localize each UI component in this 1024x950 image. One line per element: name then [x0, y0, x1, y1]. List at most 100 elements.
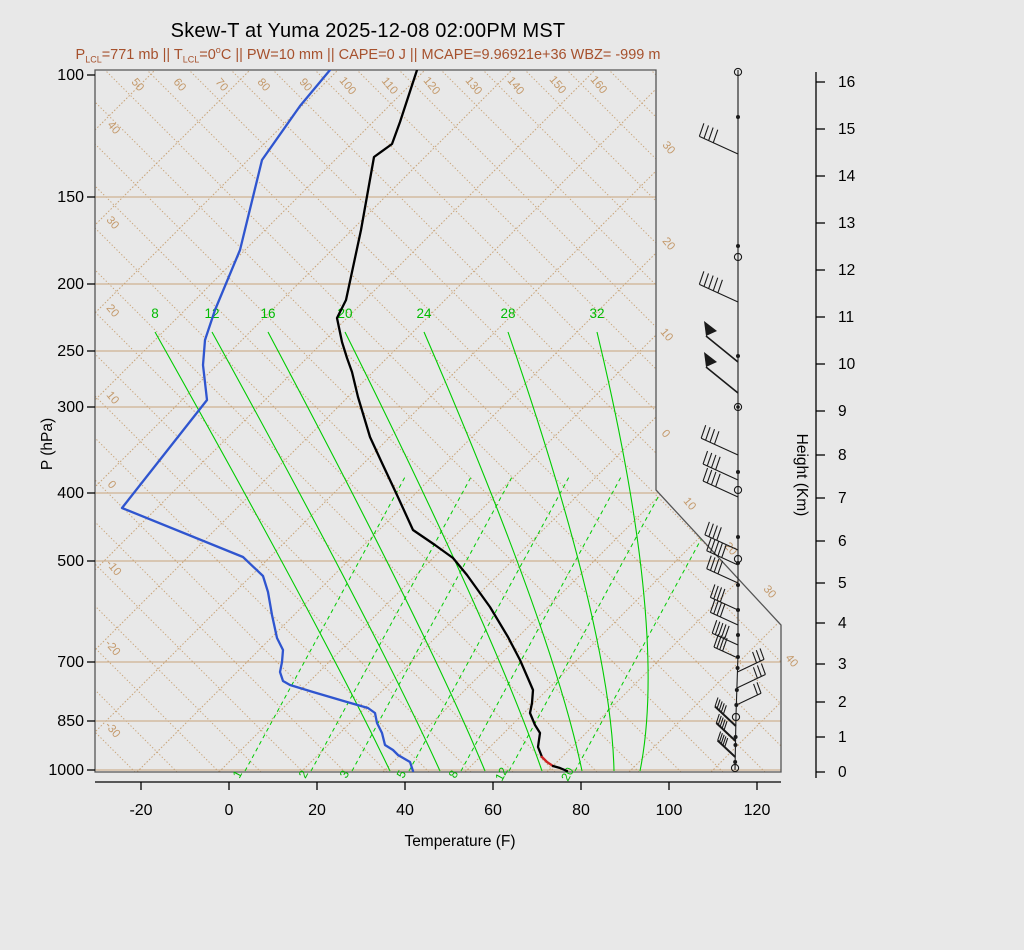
mixing-ratio-line [508, 476, 670, 772]
wind-barb [704, 521, 739, 551]
wind-barb-shaft [736, 692, 762, 706]
pressure-tick-label: 150 [57, 189, 84, 206]
wind-barb-tick [716, 699, 721, 709]
wind-dot-marker [734, 688, 739, 692]
wind-barb-tick [706, 452, 713, 467]
mixing-ratio-line [408, 476, 570, 772]
wind-barb-tick [755, 649, 761, 662]
isotherm-line [95, 70, 264, 772]
isotherm-label-diagonal: 30 [761, 583, 778, 601]
isotherm-label-top: 140 [505, 75, 527, 97]
wind-staff [734, 70, 739, 771]
wind-barb-shaft [700, 437, 739, 456]
wind-barb-tick [712, 277, 719, 291]
wind-barb-tick [708, 523, 714, 537]
pressure-tick-label: 400 [57, 485, 84, 502]
isotherm-label-top: 60 [171, 76, 188, 94]
wind-barb-tick [702, 467, 709, 482]
wind-barb-tick [709, 557, 716, 571]
isotherm-label-left: 0 [105, 479, 118, 492]
pressure-axis: 100 150 200 250 300 400 500 700 850 1000 [48, 67, 95, 779]
isotherm-line [95, 70, 609, 772]
isotherm-label-left: -30 [102, 720, 122, 740]
wind-barb-tick [717, 542, 724, 557]
wind-barb-shaft [736, 674, 766, 689]
wind-barb-tick [752, 667, 758, 679]
wind-dot-marker [736, 583, 740, 587]
wind-barb-tick [713, 558, 720, 573]
wind-barb-shaft [705, 366, 739, 394]
mixing-ratio-label: 12 [492, 765, 511, 784]
isotherm-label-left: 10 [104, 389, 121, 407]
dry-adiabat-line [95, 70, 146, 772]
dry-adiabat-line [474, 70, 781, 772]
isotherm-line [793, 57, 1024, 772]
wind-barb-tick [715, 456, 721, 470]
isotherm-label-top: 150 [547, 74, 569, 96]
isotherm-lines [95, 57, 1024, 772]
mixing-ratio-line [351, 476, 513, 772]
wind-barb-tick [703, 273, 710, 287]
p-lcl-value: =771 mb || [101, 46, 174, 63]
params-rest: C || PW=10 mm || CAPE=0 J || MCAPE=9.969… [220, 46, 661, 63]
dry-adiabat-line [390, 70, 781, 772]
pressure-tick-label: 1000 [48, 762, 84, 779]
wind-barb-tick [713, 600, 719, 615]
wind-barb-tick [722, 736, 727, 746]
wind-barb-tick [717, 731, 722, 741]
wind-barb [709, 599, 739, 626]
dry-adiabat-line [306, 70, 781, 772]
wind-barb-shaft [702, 463, 739, 481]
pressure-tick-label: 700 [57, 654, 84, 671]
dry-adiabat-line [95, 70, 776, 772]
pressure-tick-label: 200 [57, 276, 84, 293]
isobar-gridlines [95, 196, 781, 771]
isotherm-label-top: 120 [421, 75, 443, 97]
wind-dot-marker [736, 244, 740, 248]
wind-barb-tick [712, 525, 718, 539]
p-lcl-label: P [75, 46, 86, 63]
wind-barb-pennant [704, 321, 717, 336]
wind-barb-tick [698, 271, 705, 285]
wind-barb-tick [722, 705, 727, 715]
wind-barb [698, 271, 739, 303]
wind-barb-tick [714, 621, 721, 635]
mixing-ratio-line [574, 476, 736, 772]
wind-barb [702, 467, 739, 498]
moist-adiabat-label: 32 [589, 306, 604, 321]
dry-adiabat-line [95, 70, 230, 772]
mixing-ratio-lines [244, 476, 736, 772]
moist-adiabat-line [507, 331, 615, 772]
temperature-tick-label: 60 [484, 802, 502, 819]
wind-barb-tick [709, 599, 716, 613]
wind-barb [713, 633, 739, 659]
mixing-ratio-labels: 1 2 3 5 8 12 20 [230, 765, 577, 784]
isotherm-label-top: 100 [337, 75, 359, 97]
pressure-axis-title: P (hPa) [39, 418, 56, 470]
t-lcl-sub: LCL [182, 54, 200, 65]
mixing-ratio-line [244, 476, 406, 772]
wind-barb-tick [703, 125, 710, 139]
wind-barb-shaft [716, 739, 736, 758]
temperature-tick-label: 0 [225, 802, 234, 819]
wind-barb-tick [717, 560, 724, 575]
wind-barb-tick [724, 625, 730, 640]
wind-barb [714, 697, 737, 727]
height-tick-label: 16 [838, 74, 855, 91]
wind-barb-tick [760, 663, 766, 675]
wind-barb-shaft [704, 534, 739, 551]
wind-barb-shaft [713, 646, 739, 659]
dry-adiabat-line [222, 70, 781, 772]
wind-barb-tick [759, 648, 765, 660]
wind-dot-marker [736, 115, 740, 119]
t-lcl-label: T [173, 46, 183, 63]
wind-barb [715, 713, 737, 742]
height-tick-label: 5 [838, 575, 847, 592]
height-axis-title: Height (Km) [793, 434, 810, 517]
wind-barb-tick [702, 450, 709, 465]
isotherm-line [95, 70, 689, 772]
moist-adiabat-labels: 8 12 16 20 24 28 32 [151, 306, 604, 321]
temperature-tick-label: 100 [656, 802, 683, 819]
moist-adiabat-label: 16 [260, 306, 275, 321]
